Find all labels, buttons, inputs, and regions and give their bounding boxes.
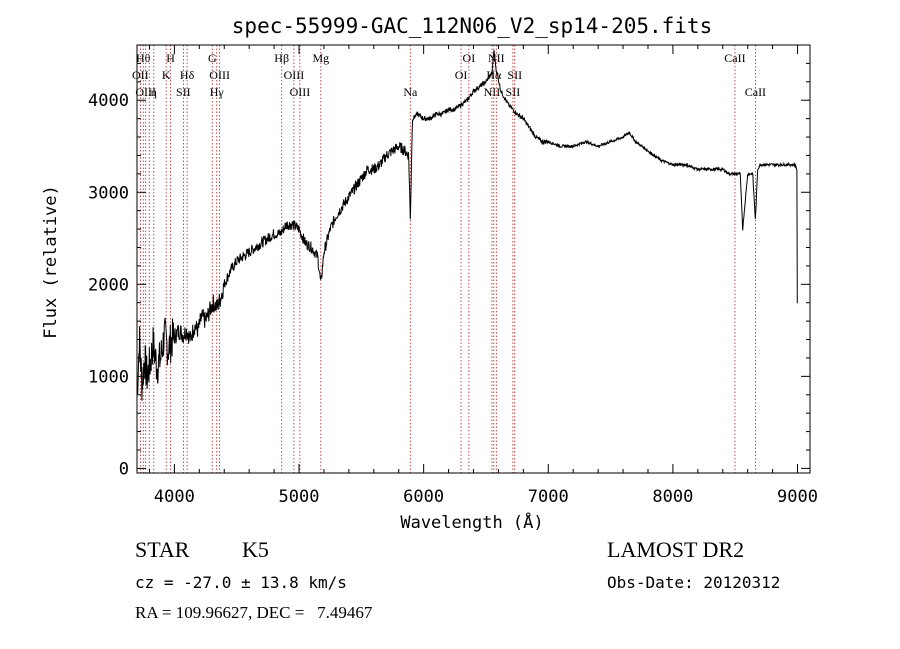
axis-ticks: 4000 5000 6000 7000 8000 9000 0 1000 2000 3000 400… bbox=[88, 45, 818, 507]
x-tick-label-5: 9000 bbox=[777, 487, 818, 507]
survey-name: LAMOST DR2 bbox=[607, 537, 745, 562]
line-label-9-0: G bbox=[208, 51, 217, 65]
line-label-12-0: Hβ bbox=[274, 51, 289, 65]
line-label-4-0: η bbox=[151, 85, 157, 99]
x-tick-label-4: 8000 bbox=[652, 487, 693, 507]
line-label-14-0: OIII bbox=[290, 85, 311, 99]
line-label-17-0: OI bbox=[455, 68, 468, 82]
x-tick-label-3: 7000 bbox=[528, 487, 569, 507]
line-label-25-0: CaII bbox=[745, 85, 766, 99]
line-label-20-0: Hα bbox=[486, 68, 502, 82]
line-label-21-0: NII bbox=[488, 51, 505, 65]
x-tick-label-1: 5000 bbox=[279, 487, 320, 507]
observation-date: Obs-Date: 20120312 bbox=[607, 573, 781, 592]
object-class: STAR bbox=[135, 537, 190, 562]
x-tick-label-0: 4000 bbox=[154, 487, 195, 507]
line-label-5-0: K bbox=[162, 68, 171, 82]
line-label-11-0: OIII bbox=[209, 68, 230, 82]
x-axis-label: Wavelength (Å) bbox=[400, 511, 543, 533]
y-tick-label-2: 2000 bbox=[88, 275, 129, 295]
y-tick-label-4: 4000 bbox=[88, 91, 129, 111]
radial-velocity: cz = -27.0 ± 13.8 km/s bbox=[135, 573, 347, 592]
line-label-13-0: OIII bbox=[284, 68, 305, 82]
spectrum-series bbox=[136, 50, 798, 401]
emission-line-markers: OIIHθOIIIηKHSIIHδGHγOIIIHβOIIIOIIIMgNaOI… bbox=[132, 45, 766, 473]
line-label-22-0: SII bbox=[506, 85, 521, 99]
y-tick-label-3: 3000 bbox=[88, 183, 129, 203]
coordinates: RA = 109.96627, DEC = 7.49467 bbox=[135, 603, 373, 622]
line-label-19-0: NII bbox=[484, 85, 501, 99]
chart-title: spec-55999-GAC_112N06_V2_sp14-205.fits bbox=[232, 14, 712, 38]
line-label-24-0: CaII bbox=[724, 51, 745, 65]
line-label-0-0: OII bbox=[132, 68, 149, 82]
y-tick-label-0: 0 bbox=[119, 459, 129, 479]
line-label-1-0: Hθ bbox=[136, 51, 151, 65]
spectrum-line bbox=[136, 50, 798, 401]
line-label-18-0: OI bbox=[463, 51, 476, 65]
line-label-15-0: Mg bbox=[312, 51, 329, 65]
line-label-23-0: SII bbox=[507, 68, 522, 82]
line-label-2-0: OIII bbox=[135, 85, 156, 99]
line-label-6-0: H bbox=[166, 51, 175, 65]
y-axis-label: Flux (relative) bbox=[41, 185, 61, 339]
line-label-16-0: Na bbox=[403, 85, 418, 99]
x-tick-label-2: 6000 bbox=[403, 487, 444, 507]
object-subclass: K5 bbox=[242, 537, 269, 562]
line-label-7-0: SII bbox=[176, 85, 191, 99]
line-label-8-0: Hδ bbox=[180, 68, 195, 82]
line-label-10-0: Hγ bbox=[210, 85, 225, 99]
y-tick-label-1: 1000 bbox=[88, 367, 129, 387]
